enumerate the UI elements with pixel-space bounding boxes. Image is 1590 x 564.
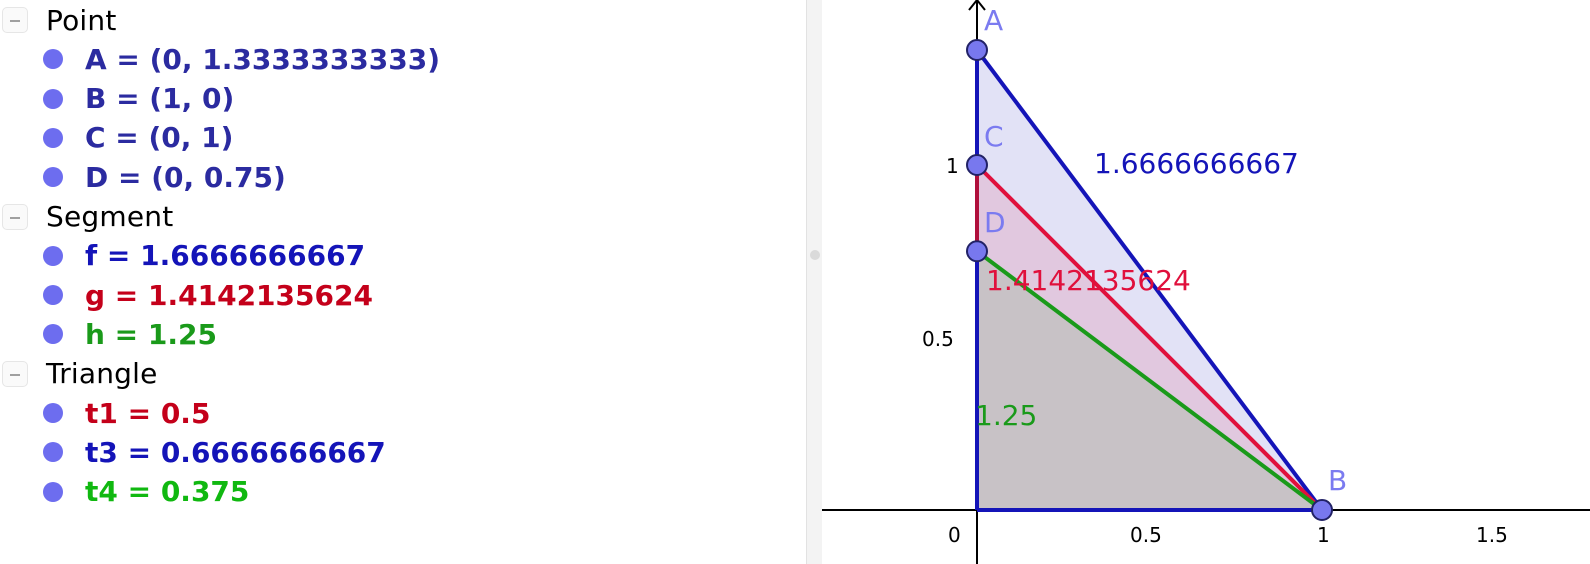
visibility-toggle-icon[interactable] — [43, 324, 63, 345]
algebra-item[interactable]: f = 1.6666666667 — [0, 238, 365, 274]
visibility-toggle-icon[interactable] — [43, 481, 63, 502]
algebra-item[interactable]: t3 = 0.6666666667 — [0, 434, 386, 470]
visibility-toggle-icon[interactable] — [43, 403, 63, 423]
segment-g-value-label: 1.4142135624 — [986, 264, 1191, 297]
visibility-toggle-icon[interactable] — [43, 127, 63, 148]
algebra-item[interactable]: D = (0, 0.75) — [0, 159, 286, 195]
y-axis-arrow — [968, 0, 986, 11]
segment-g[interactable] — [975, 163, 1324, 512]
x-tick-label: 1.5 — [1476, 523, 1508, 547]
point-a-label: A — [984, 4, 1003, 37]
group-title: Point — [46, 3, 117, 37]
algebra-expression[interactable]: C = (0, 1) — [85, 121, 234, 155]
algebra-expression[interactable]: t4 = 0.375 — [85, 475, 250, 509]
origin-label: 0 — [948, 523, 961, 547]
divider-handle[interactable] — [810, 250, 820, 260]
graphics-view[interactable]: 0 0.5 1 1.5 0.5 1 1.6666666667 1.4142135… — [822, 0, 1590, 564]
view-divider[interactable] — [806, 0, 822, 564]
collapse-icon[interactable] — [2, 360, 28, 387]
segment-f[interactable] — [975, 48, 1324, 512]
algebra-expression[interactable]: g = 1.4142135624 — [85, 278, 373, 312]
x-tick-label: 0.5 — [1130, 523, 1162, 547]
segment-f-value-label: 1.6666666667 — [1094, 147, 1299, 180]
visibility-toggle-icon[interactable] — [43, 167, 63, 188]
point-a[interactable] — [966, 39, 988, 61]
collapse-icon[interactable] — [2, 203, 28, 230]
visibility-toggle-icon[interactable] — [43, 88, 63, 109]
visibility-toggle-icon[interactable] — [43, 245, 63, 266]
group-title: Triangle — [46, 357, 158, 391]
algebra-item[interactable]: C = (0, 1) — [0, 120, 233, 156]
point-d-label: D — [984, 206, 1006, 239]
algebra-item[interactable]: A = (0, 1.3333333333) — [0, 41, 440, 77]
visibility-toggle-icon[interactable] — [43, 49, 63, 70]
algebra-item[interactable]: t1 = 0.5 — [0, 395, 210, 431]
algebra-item[interactable]: B = (1, 0) — [0, 81, 234, 117]
graphics-canvas[interactable]: 0 0.5 1 1.5 0.5 1 1.6666666667 1.4142135… — [822, 0, 1590, 564]
points-layer — [966, 39, 1333, 521]
x-tick-label: 1 — [1317, 523, 1330, 547]
visibility-toggle-icon[interactable] — [43, 442, 63, 463]
algebra-expression[interactable]: D = (0, 0.75) — [85, 160, 286, 194]
algebra-expression[interactable]: t1 = 0.5 — [85, 396, 211, 430]
group-header-point[interactable]: Point — [0, 2, 117, 38]
algebra-item[interactable]: h = 1.25 — [0, 316, 217, 352]
point-c[interactable] — [966, 154, 988, 176]
group-header-triangle[interactable]: Triangle — [0, 356, 158, 392]
algebra-item[interactable]: t4 = 0.375 — [0, 474, 249, 510]
group-header-segment[interactable]: Segment — [0, 199, 173, 235]
point-c-label: C — [984, 120, 1004, 153]
point-b[interactable] — [1311, 499, 1333, 521]
visibility-toggle-icon[interactable] — [43, 285, 63, 306]
segment-h[interactable] — [975, 249, 1324, 512]
group-title: Segment — [46, 200, 174, 233]
algebra-expression[interactable]: f = 1.6666666667 — [85, 239, 366, 273]
segment-h-value-label: 1.25 — [975, 399, 1037, 432]
algebra-view: Point A = (0, 1.3333333333) B = (1, 0) C = … — [0, 2, 441, 510]
point-d[interactable] — [966, 240, 988, 263]
point-b-label: B — [1328, 464, 1347, 497]
y-tick-label: 1 — [946, 154, 959, 178]
algebra-item[interactable]: g = 1.4142135624 — [0, 277, 373, 313]
algebra-expression[interactable]: B = (1, 0) — [85, 82, 235, 116]
y-tick-label: 0.5 — [922, 327, 954, 351]
algebra-expression[interactable]: t3 = 0.6666666667 — [85, 435, 386, 469]
collapse-icon[interactable] — [2, 7, 28, 33]
algebra-expression[interactable]: A = (0, 1.3333333333) — [85, 42, 441, 76]
algebra-expression[interactable]: h = 1.25 — [85, 317, 217, 351]
